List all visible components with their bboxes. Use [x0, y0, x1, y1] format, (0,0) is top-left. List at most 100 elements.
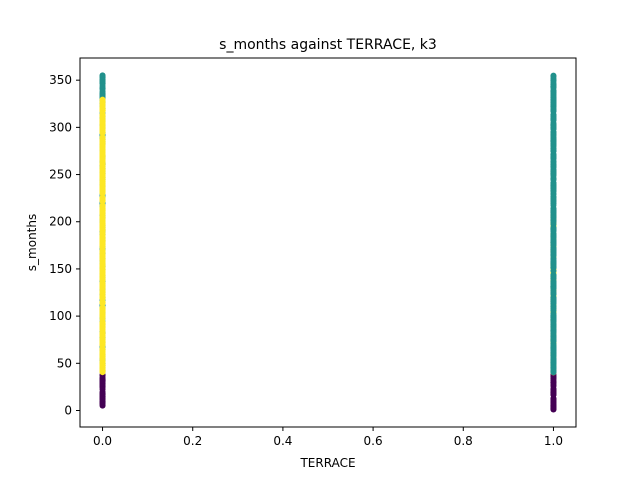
scatter-point: [99, 269, 106, 276]
scatter-point: [99, 356, 106, 363]
scatter-point: [550, 196, 557, 203]
scatter-point: [550, 72, 557, 79]
scatter-point: [99, 391, 106, 398]
scatter-point: [99, 320, 106, 327]
scatter-point: [550, 99, 557, 106]
scatter-point: [550, 208, 557, 215]
scatter-point: [99, 146, 106, 153]
scatter-point: [99, 171, 106, 178]
scatter-point: [99, 77, 106, 84]
y-tick-label: 50: [57, 356, 72, 370]
scatter-point: [550, 246, 557, 253]
scatter-point: [550, 396, 557, 403]
scatter-point: [550, 116, 557, 123]
scatter-point: [550, 285, 557, 292]
scatter-point: [99, 348, 106, 355]
x-tick-label: 0.0: [93, 434, 112, 448]
scatter-point: [99, 308, 106, 315]
x-tick-label: 0.6: [364, 434, 383, 448]
x-tick-label: 0.8: [454, 434, 473, 448]
scatter-point: [550, 348, 557, 355]
scatter-point: [99, 362, 106, 369]
scatter-point: [99, 395, 106, 402]
scatter-point: [550, 259, 557, 266]
x-axis-label: TERRACE: [299, 456, 355, 470]
scatter-point: [550, 122, 557, 129]
y-tick-label: 350: [49, 73, 72, 87]
scatter-point: [99, 129, 106, 136]
y-tick-label: 0: [64, 403, 72, 417]
scatter-point: [550, 369, 557, 376]
scatter-point: [99, 156, 106, 163]
scatter-point: [550, 233, 557, 240]
scatter-point: [550, 312, 557, 319]
scatter-point: [99, 332, 106, 339]
scatter-point: [550, 83, 557, 90]
scatter-point: [550, 390, 557, 397]
y-axis-ticks: 0 50 100 150 200 250 300 350: [49, 73, 80, 417]
scatter-point: [550, 185, 557, 192]
scatter-point: [550, 319, 557, 326]
scatter-point: [550, 88, 557, 95]
x-axis-ticks: 0.0 0.2 0.4 0.6 0.8 1.0: [93, 427, 563, 448]
scatter-point: [99, 281, 106, 288]
scatter-point: [99, 118, 106, 125]
scatter-point: [550, 405, 557, 412]
scatter-point: [550, 267, 557, 274]
scatter-point: [550, 307, 557, 314]
y-axis-label: s_months: [25, 214, 39, 271]
scatter-point: [550, 386, 557, 393]
scatter-point: [550, 132, 557, 139]
scatter-point: [550, 298, 557, 305]
scatter-point: [99, 214, 106, 221]
scatter-point: [99, 208, 106, 215]
scatter-point: [99, 83, 106, 90]
scatter-point: [99, 185, 106, 192]
x-tick-label: 1.0: [544, 434, 563, 448]
scatter-point: [550, 106, 557, 113]
scatter-point: [99, 300, 106, 307]
scatter-point: [99, 241, 106, 248]
scatter-point: [550, 364, 557, 371]
scatter-point: [550, 336, 557, 343]
scatter-point: [550, 153, 557, 160]
y-tick-label: 150: [49, 262, 72, 276]
scatter-point: [550, 171, 557, 178]
y-tick-label: 300: [49, 120, 72, 134]
scatter-point: [99, 288, 106, 295]
scatter-point: [550, 241, 557, 248]
scatter-point: [99, 236, 106, 243]
scatter-point: [99, 104, 106, 111]
y-tick-label: 200: [49, 215, 72, 229]
scatter-point: [550, 219, 557, 226]
chart-title: s_months against TERRACE, k3: [219, 37, 437, 53]
y-tick-label: 250: [49, 168, 72, 182]
scatter-point: [99, 90, 106, 97]
scatter-point: [99, 139, 106, 146]
scatter-point: [99, 377, 106, 384]
scatter-point: [99, 124, 106, 131]
scatter-point: [99, 293, 106, 300]
scatter-point: [99, 260, 106, 267]
scatter-point: [99, 256, 106, 263]
scatter-points: [99, 72, 557, 413]
scatter-point: [550, 280, 557, 287]
scatter-point: [99, 275, 106, 282]
scatter-point: [550, 330, 557, 337]
scatter-point: [550, 324, 557, 331]
scatter-point: [99, 195, 106, 202]
scatter-point: [550, 401, 557, 408]
scatter-point: [550, 271, 557, 278]
scatter-point: [99, 339, 106, 346]
x-tick-label: 0.2: [183, 434, 202, 448]
scatter-point: [99, 180, 106, 187]
scatter-point: [550, 162, 557, 169]
x-tick-label: 0.4: [273, 434, 292, 448]
scatter-point: [99, 222, 106, 229]
scatter-point: [99, 161, 106, 168]
scatter-point: [550, 225, 557, 232]
scatter-point: [550, 251, 557, 258]
scatter-point: [99, 230, 106, 237]
